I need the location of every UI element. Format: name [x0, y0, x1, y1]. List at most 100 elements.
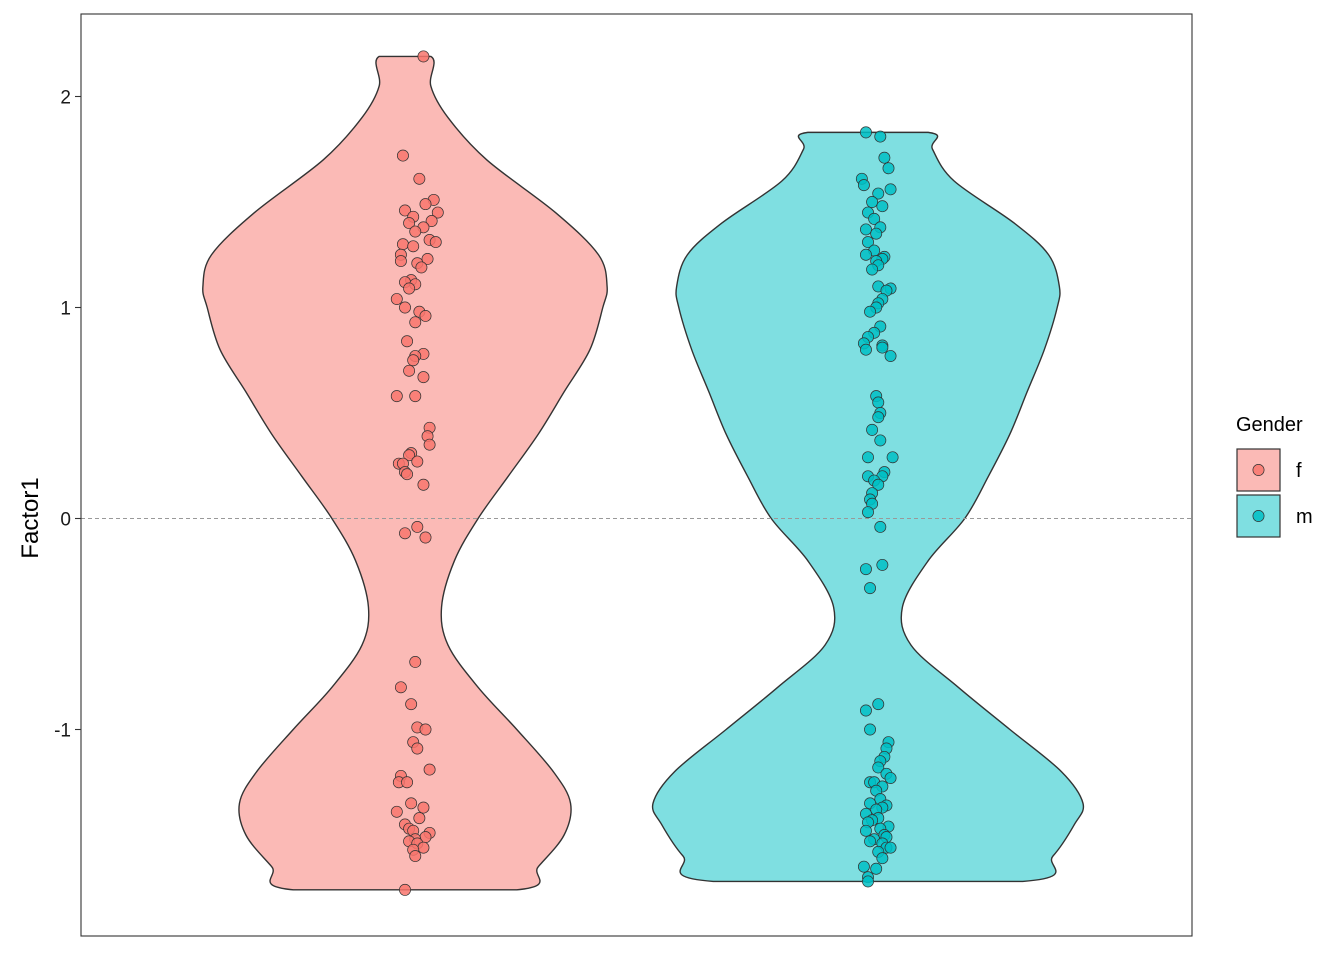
- point-m-22: [866, 263, 879, 276]
- point-m-0: [860, 126, 872, 139]
- point-f-5: [399, 204, 411, 217]
- legend-label-f: f: [1296, 460, 1302, 482]
- point-m-7: [872, 187, 885, 200]
- point-m-37: [884, 350, 897, 362]
- point-f-62: [401, 776, 413, 789]
- point-f-8: [425, 215, 438, 227]
- point-f-53: [394, 681, 407, 694]
- point-f-33: [407, 354, 420, 367]
- point-m-68: [884, 772, 897, 784]
- point-f-66: [413, 812, 426, 825]
- point-m-55: [874, 520, 887, 533]
- point-f-14: [397, 238, 409, 251]
- y-tick-label-2: 2: [60, 88, 71, 109]
- point-f-20: [415, 261, 428, 274]
- point-f-40: [423, 438, 436, 451]
- point-f-51: [419, 531, 432, 544]
- point-f-24: [403, 282, 416, 295]
- point-f-26: [399, 301, 411, 314]
- point-m-54: [862, 506, 874, 519]
- point-m-91: [884, 841, 897, 854]
- jitter-points-layer: [390, 50, 899, 896]
- point-f-42: [403, 449, 416, 462]
- point-f-30: [401, 335, 413, 348]
- point-f-25: [390, 293, 403, 306]
- point-m-5: [857, 179, 870, 192]
- point-m-15: [862, 236, 874, 249]
- legend: Gender fm: [1236, 414, 1313, 538]
- point-f-65: [390, 805, 403, 818]
- point-f-9: [403, 217, 416, 230]
- point-m-11: [868, 212, 881, 225]
- panel-border: [80, 13, 1193, 937]
- point-m-39: [872, 396, 885, 409]
- point-f-48: [417, 478, 430, 491]
- point-m-1: [874, 130, 887, 143]
- point-f-77: [409, 850, 422, 863]
- point-m-17: [860, 248, 872, 261]
- y-axis-title: Factor1: [17, 477, 44, 558]
- legend-label-m: m: [1296, 506, 1313, 528]
- point-f-34: [403, 364, 416, 377]
- point-m-93: [876, 852, 889, 865]
- point-m-3: [882, 162, 895, 175]
- point-m-59: [872, 698, 885, 711]
- point-m-35: [860, 343, 872, 356]
- point-f-78: [399, 883, 411, 896]
- point-f-11: [409, 225, 422, 238]
- point-f-0: [417, 50, 430, 63]
- point-m-50: [872, 478, 885, 491]
- point-m-58: [864, 582, 877, 595]
- point-f-15: [407, 240, 420, 253]
- point-f-63: [405, 797, 418, 810]
- point-f-64: [417, 801, 430, 814]
- point-f-56: [419, 723, 432, 736]
- legend-keys: fm: [1236, 448, 1313, 538]
- point-m-61: [864, 723, 877, 736]
- point-f-49: [411, 520, 424, 533]
- point-m-84: [860, 824, 872, 837]
- point-m-88: [864, 835, 877, 848]
- point-m-60: [860, 704, 872, 717]
- point-f-43: [411, 455, 424, 468]
- point-f-17: [421, 253, 434, 265]
- point-f-4: [419, 198, 432, 211]
- point-m-8: [866, 196, 879, 208]
- point-m-9: [876, 200, 889, 213]
- point-f-50: [399, 527, 411, 540]
- legend-point-m: [1252, 510, 1265, 522]
- point-m-29: [864, 305, 877, 318]
- point-f-36: [390, 390, 403, 403]
- y-tick-label-0: 0: [60, 510, 71, 531]
- point-m-95: [870, 862, 883, 875]
- y-tick-label-1: 1: [60, 299, 71, 320]
- point-m-45: [886, 451, 899, 464]
- point-m-42: [866, 423, 879, 436]
- point-m-13: [860, 223, 872, 236]
- point-m-57: [860, 563, 872, 576]
- point-f-75: [417, 841, 430, 854]
- legend-title: Gender: [1236, 414, 1303, 436]
- y-tick-label--1: -1: [54, 721, 71, 742]
- point-f-52: [409, 656, 422, 668]
- point-f-29: [409, 316, 422, 329]
- point-f-2: [413, 172, 426, 185]
- point-m-94: [857, 860, 870, 873]
- point-m-6: [884, 183, 897, 196]
- point-f-54: [405, 698, 418, 711]
- point-f-58: [411, 742, 424, 755]
- point-f-59: [423, 763, 436, 776]
- point-f-6: [431, 206, 444, 219]
- point-m-14: [870, 227, 883, 240]
- point-m-97: [862, 875, 874, 888]
- point-f-37: [409, 390, 422, 403]
- y-axis: -1 0 1 2: [54, 88, 81, 742]
- point-f-13: [429, 236, 442, 249]
- point-m-66: [872, 761, 885, 774]
- point-f-28: [419, 309, 432, 322]
- point-m-44: [862, 451, 874, 464]
- point-m-2: [878, 151, 891, 164]
- point-f-18: [394, 255, 407, 268]
- legend-point-f: [1252, 464, 1265, 476]
